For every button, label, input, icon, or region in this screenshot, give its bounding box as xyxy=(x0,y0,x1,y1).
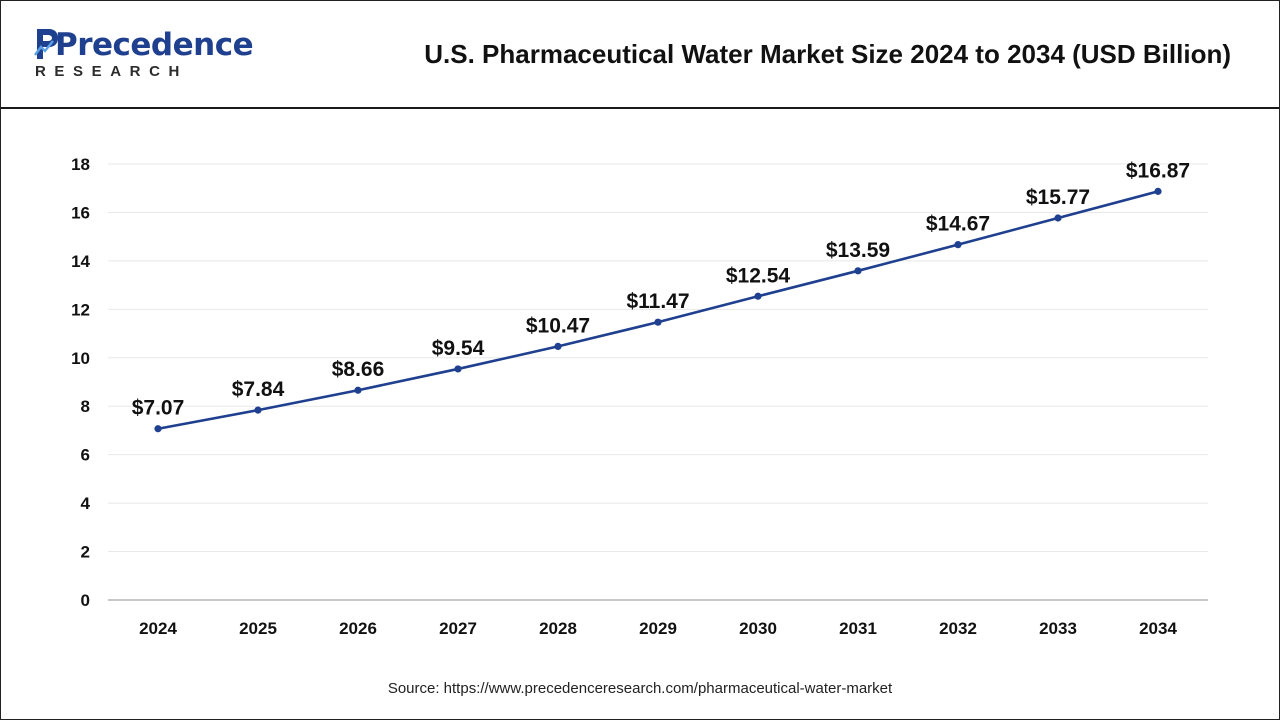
y-tick-label: 18 xyxy=(71,155,90,174)
x-tick-label: 2033 xyxy=(1039,619,1077,638)
x-tick-label: 2024 xyxy=(139,619,177,638)
y-tick-label: 0 xyxy=(81,591,90,610)
data-point xyxy=(954,241,962,249)
data-label: $14.67 xyxy=(926,213,990,236)
logo-mark-icon xyxy=(34,29,58,59)
source-note: Source: https://www.precedenceresearch.c… xyxy=(387,680,893,697)
data-point xyxy=(354,386,362,394)
data-label: $10.47 xyxy=(526,314,590,337)
data-label: $7.84 xyxy=(232,378,285,401)
data-point xyxy=(1154,187,1162,195)
x-tick-label: 2027 xyxy=(439,619,477,638)
data-label: $12.54 xyxy=(726,264,791,287)
data-label: $15.77 xyxy=(1026,186,1090,209)
data-point xyxy=(454,365,462,373)
header: Precedence RESEARCH U.S. Pharmaceutical … xyxy=(1,1,1279,109)
y-tick-label: 16 xyxy=(71,203,90,222)
data-point xyxy=(154,425,162,433)
x-tick-label: 2034 xyxy=(1139,619,1177,638)
axis-layer: 0 2 4 6 8 10 12 14 16 18 2024 2025 2026 2027 2028 2029 2… xyxy=(71,155,1208,638)
data-point xyxy=(254,406,262,414)
data-label: $13.59 xyxy=(826,239,890,262)
chart-title: U.S. Pharmaceutical Water Market Size 20… xyxy=(424,39,1231,69)
data-label: $8.66 xyxy=(332,358,385,381)
label-layer: $7.07 $7.84 $8.66 $9.54 $10.47 $11.47 $12.54 $1… xyxy=(132,159,1190,419)
logo-wordmark: Precedence xyxy=(55,27,254,63)
grid-layer xyxy=(108,163,1208,553)
y-tick-label: 14 xyxy=(71,252,90,271)
y-tick-label: 2 xyxy=(81,543,90,562)
y-tick-label: 4 xyxy=(81,494,91,513)
x-tick-label: 2028 xyxy=(539,619,577,638)
data-point xyxy=(754,292,762,300)
y-tick-label: 8 xyxy=(81,397,90,416)
data-label: $11.47 xyxy=(626,290,689,313)
y-tick-label: 6 xyxy=(81,446,90,465)
x-tick-label: 2032 xyxy=(939,619,977,638)
marker-layer xyxy=(154,187,1162,433)
data-point xyxy=(654,318,662,326)
line-chart: 0 2 4 6 8 10 12 14 16 18 2024 2025 2026 2027 2028 2029 2… xyxy=(71,155,1208,638)
x-tick-label: 2031 xyxy=(839,619,877,638)
logo-subtitle: RESEARCH xyxy=(35,63,188,80)
x-tick-label: 2026 xyxy=(339,619,377,638)
data-label: $9.54 xyxy=(432,337,485,360)
data-point xyxy=(854,267,862,275)
y-tick-label: 12 xyxy=(71,300,90,319)
x-tick-label: 2029 xyxy=(639,619,677,638)
data-point xyxy=(1054,214,1062,222)
x-tick-label: 2025 xyxy=(239,619,277,638)
y-tick-label: 10 xyxy=(71,349,90,368)
x-tick-label: 2030 xyxy=(739,619,777,638)
data-label: $7.07 xyxy=(132,397,185,420)
brand-logo: Precedence RESEARCH xyxy=(33,25,254,85)
data-point xyxy=(554,342,562,350)
data-label: $16.87 xyxy=(1126,159,1190,182)
